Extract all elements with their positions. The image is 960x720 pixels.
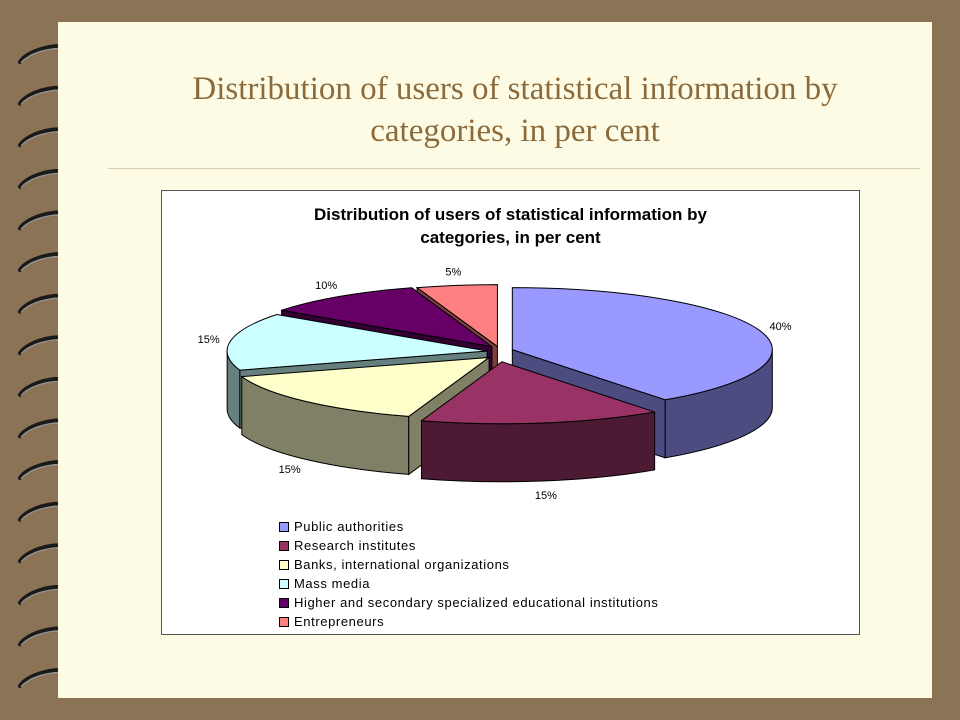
legend-label: Higher and secondary specialized educati… xyxy=(294,595,659,610)
pie-data-label: 40% xyxy=(769,321,791,333)
legend-label: Banks, international organizations xyxy=(294,557,510,572)
pie-slice xyxy=(511,287,773,401)
legend-label: Public authorities xyxy=(294,519,404,534)
pie-data-label: 5% xyxy=(445,267,461,279)
pie-chart: 40% 15% 15% 15% 10% 5% xyxy=(198,267,792,502)
pie-data-label: 15% xyxy=(535,490,557,502)
pie-data-label: 10% xyxy=(315,280,337,292)
legend-swatch xyxy=(279,616,289,627)
chart-title: Distribution of users of statistical inf… xyxy=(314,205,707,247)
legend-label: Entrepreneurs xyxy=(294,614,385,629)
legend-label: Research institutes xyxy=(294,538,416,553)
legend-item: Research institutes xyxy=(279,536,658,555)
legend-swatch xyxy=(279,521,289,532)
legend-item: Public authorities xyxy=(279,517,658,536)
legend-item: Entrepreneurs xyxy=(279,612,658,631)
legend-swatch xyxy=(279,597,289,608)
chart-legend: Public authorities Research institutes Ban… xyxy=(279,517,658,631)
legend-label: Mass media xyxy=(294,576,371,591)
legend-swatch xyxy=(279,559,289,570)
pie-slice xyxy=(281,287,493,348)
slide-title: Distribution of users of statistical inf… xyxy=(192,71,838,149)
pie-data-label: 15% xyxy=(279,464,301,476)
pie-data-label: 15% xyxy=(198,334,220,346)
legend-item: Mass media xyxy=(279,574,658,593)
legend-item: Banks, international organizations xyxy=(279,555,658,574)
legend-swatch xyxy=(279,540,289,551)
legend-item: Higher and secondary specialized educati… xyxy=(279,593,658,612)
chart-area: Distribution of users of statistical inf… xyxy=(161,190,860,635)
pie-slice xyxy=(240,356,491,417)
pie-slice xyxy=(226,314,488,371)
title-divider xyxy=(108,168,920,169)
legend-swatch xyxy=(279,578,289,589)
pie-slice xyxy=(415,284,498,348)
pie-slice xyxy=(420,361,655,425)
